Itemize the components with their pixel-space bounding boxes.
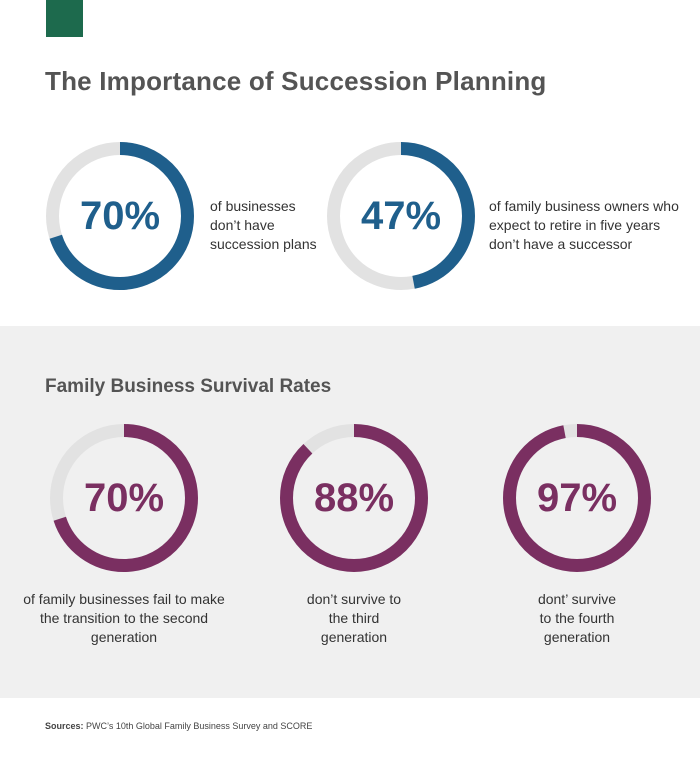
section-title: Family Business Survival Rates xyxy=(45,376,332,397)
stat-caption: of family businesses fail to make the tr… xyxy=(23,591,225,645)
percent-label: 88% xyxy=(313,475,395,520)
ring-chart-second-generation: 70% xyxy=(50,424,198,572)
ring-svg xyxy=(327,142,475,290)
ring-value-arc xyxy=(327,142,475,290)
ring-svg xyxy=(50,424,198,572)
sources-note: Sources: PWC’s 10th Global Family Busine… xyxy=(45,721,312,731)
sources-label: Sources: xyxy=(45,721,84,731)
ring-svg xyxy=(503,424,651,572)
percent-label: 47% xyxy=(360,193,442,238)
ring-svg xyxy=(46,142,194,290)
stat-caption: dont’ survive to the fourth generation xyxy=(537,591,617,645)
ring-chart-no-successor: 47% xyxy=(327,142,475,290)
ring-value-arc xyxy=(46,142,194,290)
ring-svg xyxy=(280,424,428,572)
ring-value-arc xyxy=(280,424,428,572)
ring-chart-third-generation: 88% xyxy=(280,424,428,572)
percent-label: 70% xyxy=(79,193,161,238)
percent-label: 97% xyxy=(536,475,618,520)
page-title: The Importance of Succession Planning xyxy=(45,66,547,96)
survival-section-background xyxy=(0,326,700,698)
ring-value-arc xyxy=(50,424,198,572)
ring-chart-fourth-generation: 97% xyxy=(503,424,651,572)
stat-description: of family business owners who expect to … xyxy=(489,198,679,252)
stat-caption: don’t survive to the third generation xyxy=(306,591,402,645)
sources-text: PWC’s 10th Global Family Business Survey… xyxy=(83,721,313,731)
percent-label: 70% xyxy=(83,475,165,520)
stat-description: of businesses don’t have succession plan… xyxy=(210,198,317,252)
ring-chart-no-succession-plans: 70% xyxy=(46,142,194,290)
ring-value-arc xyxy=(503,424,651,572)
brand-logo-square xyxy=(46,0,83,37)
